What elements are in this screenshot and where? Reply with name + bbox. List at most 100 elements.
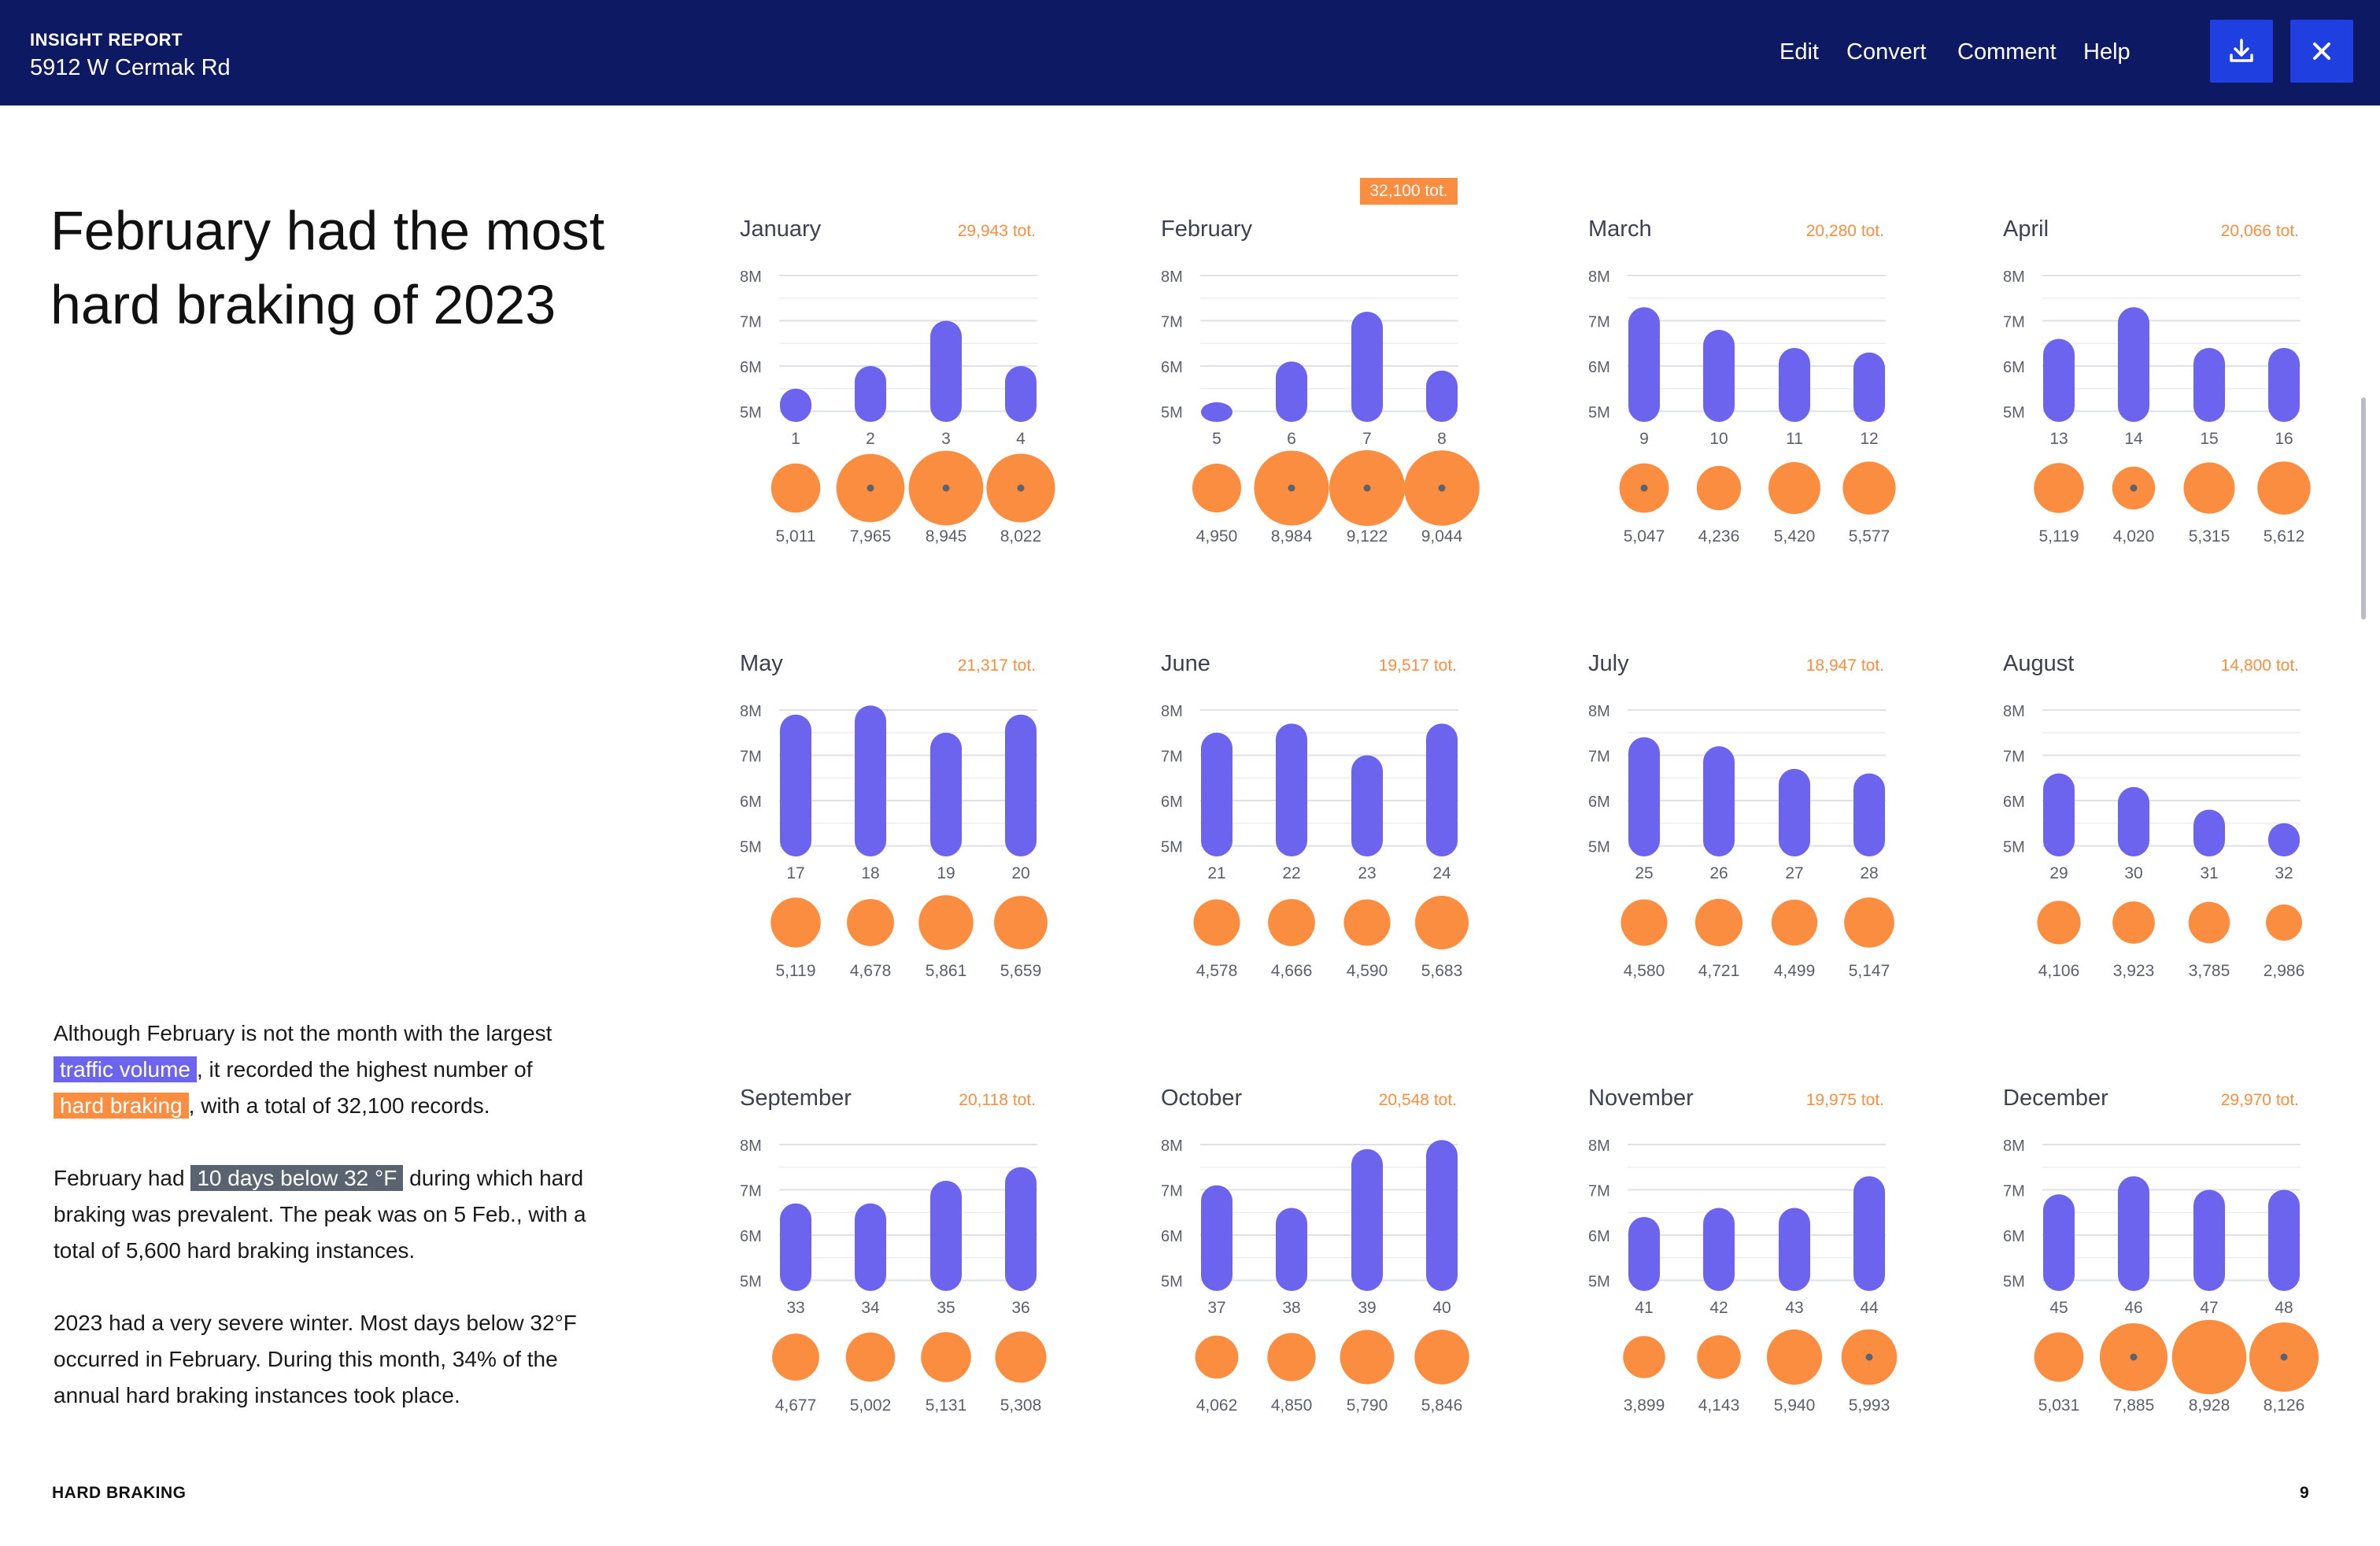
november-braking-circle — [1766, 1329, 1823, 1385]
july-braking-circle — [1621, 899, 1668, 946]
february-braking-label: 8,984 — [1271, 527, 1313, 546]
march-braking-circle — [1842, 461, 1896, 515]
october-week-label: 37 — [1207, 1299, 1225, 1317]
october-braking-label: 5,846 — [1421, 1396, 1463, 1415]
march-month-label: March — [1588, 216, 1652, 242]
january-braking-circle — [771, 463, 821, 513]
june-total-label: 19,517 tot. — [1379, 656, 1457, 675]
june-braking-label: 5,683 — [1421, 962, 1463, 980]
april-ytick-label: 7M — [2003, 314, 2025, 331]
november-braking-circle — [1623, 1336, 1665, 1378]
page-scrollbar[interactable] — [2361, 398, 2366, 620]
june-traffic-bar — [1426, 723, 1458, 856]
february-braking-circle — [1192, 463, 1242, 513]
december-traffic-bar — [2268, 1189, 2300, 1291]
may-month-label: May — [740, 651, 783, 676]
october-braking-circle — [1195, 1335, 1239, 1379]
april-traffic-bar — [2268, 348, 2300, 422]
menu-comment[interactable]: Comment — [1957, 39, 2057, 65]
february-ytick-label: 7M — [1161, 314, 1183, 331]
september-month-label: September — [740, 1086, 852, 1111]
january-month-label: January — [740, 216, 822, 242]
february-freezing-dot — [1288, 484, 1295, 492]
may-ytick-label: 8M — [740, 703, 762, 720]
january-freezing-dot — [867, 484, 874, 492]
june-week-label: 21 — [1207, 864, 1225, 882]
may-braking-circle — [847, 899, 894, 946]
march-total-label: 20,280 tot. — [1806, 222, 1884, 240]
june-month-label: June — [1161, 651, 1210, 676]
february-total-badge: 32,100 tot. — [1360, 178, 1458, 205]
december-week-label: 45 — [2049, 1299, 2068, 1317]
may-braking-circle — [918, 895, 974, 950]
june-ytick-label: 6M — [1161, 793, 1183, 811]
may-total-label: 21,317 tot. — [958, 656, 1036, 675]
p1-text-b: , it recorded the highest number of — [197, 1057, 533, 1082]
december-week-label: 48 — [2275, 1299, 2293, 1317]
december-traffic-bar — [2118, 1176, 2149, 1291]
paragraph-traffic: Although February is not the month with … — [54, 1015, 620, 1124]
august-braking-label: 4,106 — [2038, 962, 2080, 980]
p2-text-a: February had — [54, 1166, 185, 1190]
august-ytick-label: 7M — [2003, 749, 2025, 766]
september-week-label: 34 — [861, 1299, 880, 1317]
july-ytick-label: 6M — [1588, 793, 1610, 811]
june-week-label: 24 — [1432, 864, 1451, 882]
september-week-label: 35 — [937, 1299, 955, 1317]
april-traffic-bar — [2193, 348, 2225, 422]
paragraph-freezing: February had 10 days below 32 °F during … — [54, 1160, 620, 1269]
december-braking-circle — [2034, 1332, 2084, 1382]
january-braking-label: 8,022 — [1000, 527, 1042, 546]
close-button[interactable] — [2290, 20, 2353, 83]
march-ytick-label: 6M — [1588, 359, 1610, 376]
august-traffic-bar — [2118, 786, 2149, 856]
october-ytick-label: 6M — [1161, 1228, 1183, 1245]
august-week-label: 29 — [2049, 864, 2068, 882]
june-week-label: 22 — [1282, 864, 1300, 882]
november-total-label: 19,975 tot. — [1806, 1091, 1884, 1109]
download-icon — [2230, 39, 2253, 62]
december-freezing-dot — [2280, 1353, 2288, 1361]
download-button[interactable] — [2210, 20, 2273, 83]
september-ytick-label: 7M — [740, 1183, 762, 1200]
november-week-label: 43 — [1785, 1299, 1803, 1317]
january-braking-label: 8,945 — [926, 527, 967, 546]
july-braking-circle — [1844, 897, 1894, 948]
october-braking-label: 4,850 — [1271, 1396, 1313, 1415]
july-total-label: 18,947 tot. — [1806, 656, 1884, 675]
menu-edit[interactable]: Edit — [1779, 39, 1819, 65]
february-braking-label: 4,950 — [1196, 527, 1238, 546]
july-ytick-label: 8M — [1588, 703, 1610, 720]
march-week-label: 12 — [1860, 430, 1878, 448]
november-month-label: November — [1588, 1086, 1694, 1111]
november-traffic-bar — [1628, 1217, 1660, 1291]
september-total-label: 20,118 tot. — [959, 1091, 1036, 1109]
may-traffic-bar — [1005, 714, 1037, 856]
february-ytick-label: 5M — [1161, 405, 1183, 422]
february-freezing-dot — [1438, 484, 1446, 492]
menu-convert[interactable]: Convert — [1846, 39, 1927, 65]
october-braking-circle — [1267, 1333, 1316, 1381]
october-traffic-bar — [1426, 1140, 1458, 1291]
april-traffic-bar — [2118, 307, 2149, 422]
menu-help[interactable]: Help — [2083, 39, 2131, 65]
june-ytick-label: 7M — [1161, 749, 1183, 766]
april-week-label: 14 — [2124, 430, 2143, 448]
august-traffic-bar — [2193, 809, 2225, 856]
july-braking-label: 4,499 — [1774, 962, 1816, 980]
october-month-label: October — [1161, 1086, 1242, 1111]
may-ytick-label: 7M — [740, 749, 762, 766]
p2-text-b: during which hard braking was prevalent.… — [54, 1166, 586, 1263]
august-braking-circle — [2266, 904, 2302, 941]
april-traffic-bar — [2043, 338, 2075, 422]
april-braking-circle — [2257, 461, 2311, 515]
february-traffic-bar — [1276, 361, 1307, 422]
july-braking-circle — [1771, 899, 1818, 946]
june-traffic-bar — [1351, 755, 1383, 856]
october-ytick-label: 7M — [1161, 1183, 1183, 1200]
january-week-label: 4 — [1016, 430, 1026, 448]
december-braking-label: 7,885 — [2113, 1396, 2155, 1415]
november-ytick-label: 5M — [1588, 1274, 1610, 1291]
february-ytick-label: 6M — [1161, 359, 1183, 376]
